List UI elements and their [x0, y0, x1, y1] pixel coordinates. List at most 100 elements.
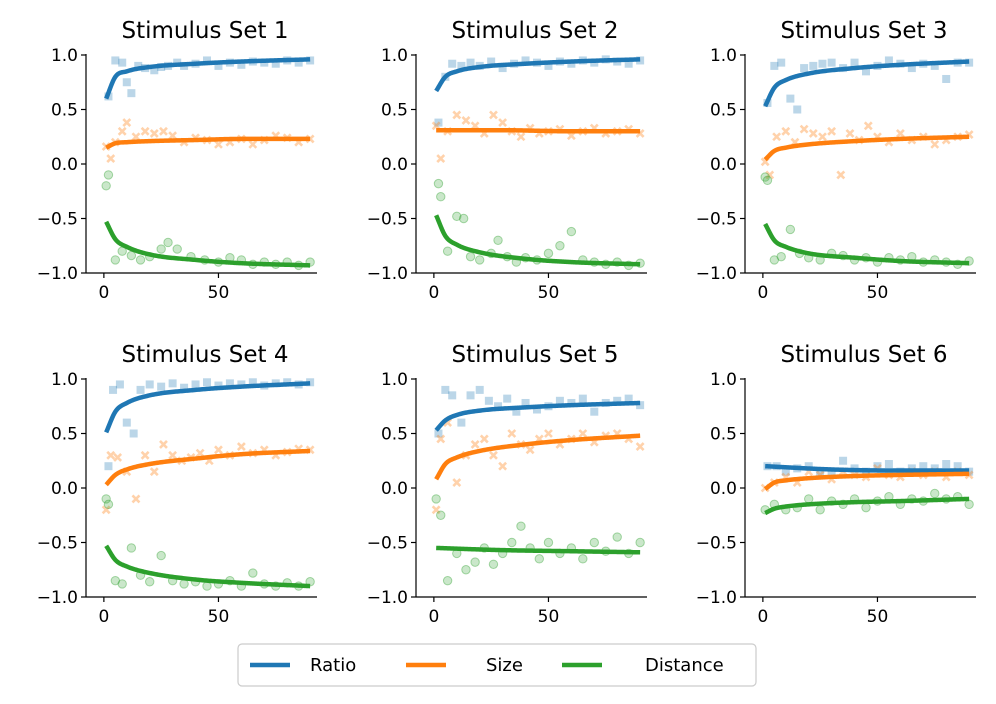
point-ratio [475, 385, 484, 394]
point-ratio [873, 462, 882, 471]
point-ratio [457, 61, 466, 70]
x-tick-label: 0 [98, 607, 109, 627]
point-ratio [919, 462, 928, 471]
point-ratio [191, 380, 200, 389]
fit-line-ratio [434, 57, 642, 93]
y-tick-label: 0.5 [51, 101, 78, 121]
point-distance [126, 543, 137, 553]
point-distance [543, 248, 554, 259]
x-tick-label: 0 [757, 283, 768, 303]
point-distance [964, 499, 974, 510]
y-tick-label: −0.5 [696, 210, 737, 230]
point-size [863, 121, 873, 131]
y-tick-label: −1.0 [696, 588, 737, 608]
y-tick-label: 0.0 [51, 479, 78, 499]
points-size [431, 110, 645, 163]
legend-frame [237, 643, 757, 687]
point-size [131, 494, 141, 504]
point-size [479, 434, 489, 444]
fit-line-size [763, 134, 971, 162]
point-size [159, 439, 168, 449]
point-ratio [590, 407, 599, 416]
point-distance [555, 241, 565, 251]
point-distance [452, 211, 462, 222]
point-size [149, 467, 159, 477]
y-tick-label: −0.5 [367, 534, 408, 554]
y-tick-label: 0.0 [381, 479, 408, 499]
y-tick-label: 0.5 [381, 101, 408, 121]
point-ratio [115, 380, 124, 389]
point-ratio [180, 383, 189, 392]
panel-title: Stimulus Set 2 [452, 18, 619, 44]
point-ratio [816, 470, 825, 479]
point-ratio [624, 59, 633, 68]
point-distance [436, 192, 446, 202]
x-tick-label: 0 [98, 283, 109, 303]
point-distance [635, 537, 645, 548]
point-distance [103, 170, 114, 180]
fit-line-ratio [104, 57, 312, 100]
point-size [772, 132, 782, 142]
point-size [236, 442, 246, 451]
point-size [461, 115, 471, 125]
point-ratio [907, 64, 916, 73]
point-size [113, 453, 123, 462]
point-ratio [122, 418, 131, 427]
point-ratio [850, 58, 859, 67]
point-ratio [818, 59, 827, 68]
point-ratio [150, 66, 159, 75]
point-ratio [770, 61, 779, 70]
point-ratio [214, 61, 223, 70]
x-tick-label: 0 [428, 607, 439, 627]
fit-line-size [105, 136, 312, 150]
point-ratio [214, 381, 223, 390]
y-tick-label: 0.5 [710, 425, 737, 445]
point-ratio [434, 429, 443, 438]
panel-2: Stimulus Set 2 1.0 0.5 0.0 −0.5 −1.0 0 50 [367, 18, 647, 303]
point-ratio [521, 56, 530, 65]
point-distance [566, 226, 577, 237]
x-tick-label: 50 [208, 607, 230, 627]
y-tick-label: 1.0 [51, 46, 78, 66]
point-distance [804, 494, 814, 504]
point-ratio [800, 64, 809, 73]
point-size [106, 450, 116, 460]
y-tick-label: −0.5 [37, 210, 78, 230]
point-ratio [225, 379, 234, 388]
point-distance [101, 181, 111, 191]
y-tick-label: 1.0 [51, 370, 78, 390]
point-ratio [484, 396, 493, 405]
point-size [765, 170, 775, 180]
point-ratio [434, 118, 443, 127]
point-ratio [111, 56, 120, 65]
point-ratio [145, 380, 154, 389]
panel-title: Stimulus Set 3 [781, 18, 948, 44]
point-ratio [448, 59, 457, 68]
point-ratio [827, 58, 836, 67]
point-ratio [809, 61, 818, 70]
point-size [930, 139, 940, 149]
point-size [214, 445, 223, 455]
point-distance [461, 565, 471, 575]
point-ratio [441, 385, 450, 394]
panel-6: Stimulus Set 6 1.0 0.5 0.0 −0.5 −1.0 0 50 [696, 342, 976, 627]
point-distance [248, 568, 258, 578]
point-distance [475, 255, 485, 265]
panels: Stimulus Set 11.00.50.0−0.5−1.00 50Stimul… [37, 18, 976, 627]
point-size [101, 505, 111, 515]
legend-label-ratio: Ratio [310, 655, 356, 676]
fit-line-distance [435, 545, 642, 555]
point-distance [156, 244, 166, 254]
x-tick-label: 50 [867, 283, 889, 303]
point-ratio [862, 67, 870, 76]
point-size [498, 118, 508, 127]
point-distance [815, 505, 825, 515]
point-size [106, 154, 116, 163]
x-tick-label: 50 [867, 607, 889, 627]
points-ratio [434, 55, 645, 127]
point-distance [493, 235, 503, 246]
point-size [431, 505, 441, 515]
point-distance [534, 554, 544, 564]
x-tick-label: 0 [428, 283, 439, 303]
